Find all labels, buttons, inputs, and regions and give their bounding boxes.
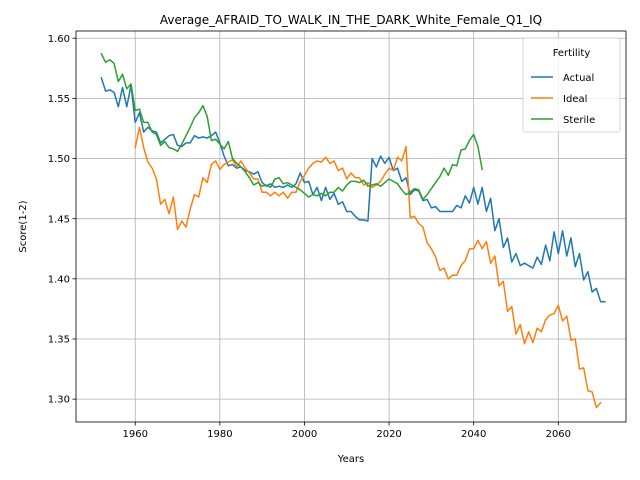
- y-tick-label: 1.60: [48, 34, 70, 45]
- x-tick-label: 2020: [376, 429, 401, 440]
- chart-title: Average_AFRAID_TO_WALK_IN_THE_DARK_White…: [160, 13, 542, 27]
- legend-title: Fertility: [553, 48, 591, 59]
- y-tick-label: 1.45: [48, 214, 70, 225]
- y-tick-label: 1.50: [48, 154, 70, 165]
- y-tick-label: 1.40: [48, 274, 70, 285]
- legend: Fertility Actual Ideal Sterile: [522, 37, 621, 133]
- legend-label-ideal: Ideal: [563, 94, 587, 105]
- x-tick-label: 1960: [123, 429, 148, 440]
- x-axis-label: Years: [337, 454, 364, 465]
- legend-label-actual: Actual: [563, 73, 594, 84]
- legend-label-sterile: Sterile: [563, 115, 595, 126]
- y-tick-label: 1.30: [48, 395, 70, 406]
- x-tick-label: 2060: [546, 429, 571, 440]
- y-tick-label: 1.35: [48, 335, 70, 346]
- series-line-actual: [100, 76, 606, 303]
- legend-entries: Actual Ideal Sterile: [531, 73, 595, 126]
- x-tick-label: 2040: [461, 429, 486, 440]
- y-tick-label: 1.55: [48, 94, 70, 105]
- legend-box: [522, 37, 621, 133]
- series-lines: [100, 52, 606, 409]
- axis-ticks: 1960 1980 2000 2020 2040 2060 1.30 1.35 1.40 1.45…: [48, 34, 571, 440]
- series-line-ideal: [134, 126, 602, 409]
- series-line-sterile: [100, 52, 484, 201]
- y-axis-label: Score(1-2): [18, 200, 29, 252]
- grid: [76, 31, 626, 422]
- x-tick-label: 2000: [292, 429, 317, 440]
- plot-frame: [75, 30, 627, 423]
- x-tick-label: 1980: [207, 429, 232, 440]
